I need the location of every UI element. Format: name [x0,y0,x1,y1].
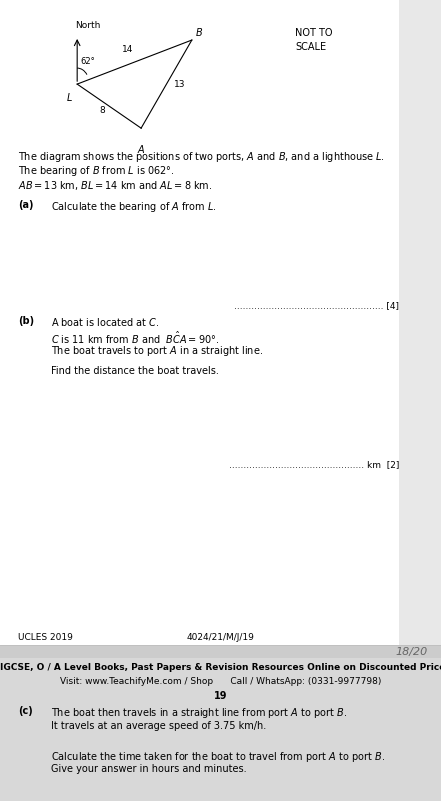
Text: .................................................... [4]: ........................................… [234,301,399,310]
Text: Give your answer in hours and minutes.: Give your answer in hours and minutes. [51,764,247,774]
Text: Calculate the bearing of $A$ from $L$.: Calculate the bearing of $A$ from $L$. [51,200,217,214]
Text: Calculate the time taken for the boat to travel from port $A$ to port $B$.: Calculate the time taken for the boat to… [51,750,385,763]
Text: The bearing of $B$ from $L$ is 062°.: The bearing of $B$ from $L$ is 062°. [18,164,175,178]
FancyBboxPatch shape [0,658,441,801]
Text: The boat then travels in a straight line from port $A$ to port $B$.: The boat then travels in a straight line… [51,706,347,720]
Text: y IGCSE, O / A Level Books, Past Papers & Revision Resources Online on Discounte: y IGCSE, O / A Level Books, Past Papers … [0,663,441,672]
Text: Find the distance the boat travels.: Find the distance the boat travels. [51,366,219,376]
Text: NOT TO
SCALE: NOT TO SCALE [295,28,333,52]
Text: $L$: $L$ [66,91,73,103]
Text: 18/20: 18/20 [396,646,428,657]
Text: It travels at an average speed of 3.75 km/h.: It travels at an average speed of 3.75 k… [51,721,266,731]
Text: $B$: $B$ [195,26,203,38]
Text: UCLES 2019: UCLES 2019 [18,633,72,642]
FancyBboxPatch shape [399,0,441,645]
Text: (c): (c) [18,706,32,716]
Text: (b): (b) [18,316,34,325]
Text: A boat is located at $C$.: A boat is located at $C$. [51,316,159,328]
Text: 14: 14 [122,45,134,54]
Text: 4024/21/M/J/19: 4024/21/M/J/19 [187,633,254,642]
Text: North: North [75,21,101,30]
Text: 62°: 62° [81,58,95,66]
Text: The boat travels to port $A$ in a straight line.: The boat travels to port $A$ in a straig… [51,344,263,358]
Text: $C$ is 11 km from $B$ and  $B\hat{C}A = 90°$.: $C$ is 11 km from $B$ and $B\hat{C}A = 9… [51,330,219,346]
Text: $AB = 13$ km, $BL = 14$ km and $AL = 8$ km.: $AB = 13$ km, $BL = 14$ km and $AL = 8$ … [18,179,212,191]
Text: 8: 8 [99,106,105,115]
FancyBboxPatch shape [0,645,441,658]
Text: $A$: $A$ [137,143,146,155]
Text: 19: 19 [214,691,227,701]
Text: (a): (a) [18,200,33,210]
Text: 13: 13 [175,79,186,89]
Text: The diagram shows the positions of two ports, $A$ and $B$, and a lighthouse $L$.: The diagram shows the positions of two p… [18,150,385,163]
Text: ............................................... km  [2]: ........................................… [229,460,399,469]
Text: Visit: www.TeachifyMe.com / Shop      Call / WhatsApp: (0331-9977798): Visit: www.TeachifyMe.com / Shop Call / … [60,677,381,686]
